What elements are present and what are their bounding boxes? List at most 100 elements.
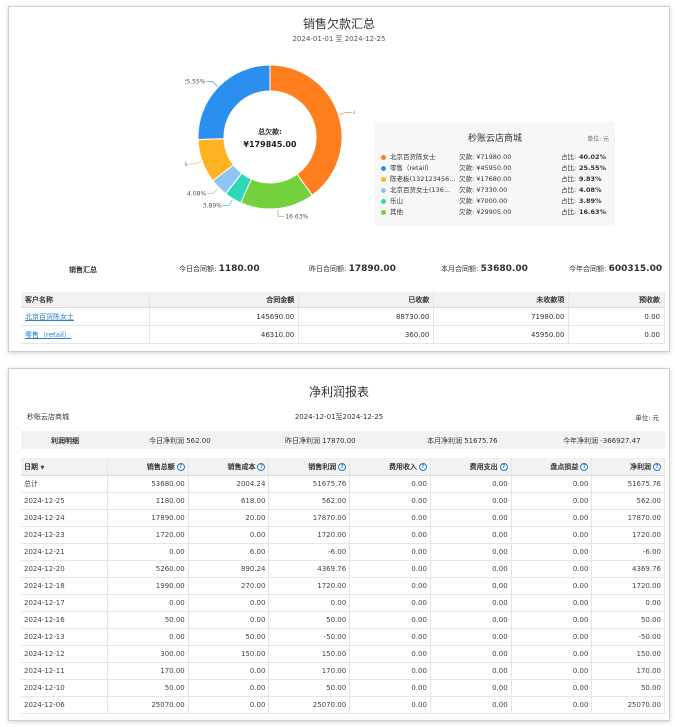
- slice-label-line: [339, 111, 353, 115]
- cell-expense-income: 0.00: [349, 679, 431, 697]
- cell-sales-total: 50.00: [107, 679, 189, 697]
- donut-center-value: ¥179845.00: [243, 140, 297, 149]
- summary-year: 今年合同额: 600315.00: [569, 264, 663, 274]
- sort-down-icon[interactable]: ▼: [40, 464, 45, 471]
- cell-expense-out: 0.00: [430, 560, 512, 578]
- sales-summary-row: 销售汇总 今日合同额: 1180.00 昨日合同额: 17890.00 本月合同…: [9, 262, 669, 278]
- cell-sales-total: 5260.00: [107, 560, 189, 578]
- cell-sales-profit: -6.00: [268, 543, 351, 561]
- table-header-row: 日期 ▼ 销售总额? 销售成本? 销售利润? 费用收入? 费用支出? 盘点损益?…: [21, 458, 665, 476]
- legend-name: 乐山: [390, 197, 403, 205]
- summary-today: 今日净利润 562.00: [149, 437, 211, 445]
- legend-amount: 欠款: ¥29905.00: [459, 208, 512, 216]
- cell-expense-income: 0.00: [349, 492, 431, 510]
- legend-item[interactable]: 其他 欠款: ¥29905.00 占比: 16.63%: [381, 207, 609, 217]
- cell-sales-total: 25070.00: [107, 696, 189, 714]
- cell-expense-income: 0.00: [349, 475, 431, 493]
- cell-inventory-pl: 0.00: [511, 492, 593, 510]
- legend-dot-icon: [381, 165, 386, 171]
- legend-pct: 16.63%: [579, 208, 607, 216]
- legend-amount: 欠款: ¥45950.00: [459, 164, 512, 172]
- table-row: 2024-12-13 0.00 50.00 -50.00 0.00 0.00 0.00 -50…: [21, 628, 665, 646]
- cell-expense-out: 0.00: [430, 475, 512, 493]
- debt-donut-chart: 40.02% 16.63% 3.89% 4.08% 9.83% 25.55% 总欠款: ¥17…: [185, 64, 355, 221]
- profit-summary-strip: 利润明细 今日净利润 562.00 昨日净利润 17870.00 本月净利润 5…: [21, 431, 665, 449]
- cell-expense-income: 0.00: [349, 662, 431, 680]
- cell-sales-total: 1720.00: [107, 526, 189, 544]
- cell-unreceived: 45950.00: [433, 325, 570, 344]
- legend-pct: 9.83%: [579, 175, 602, 183]
- cell-sales-cost: 0.00: [188, 696, 270, 714]
- help-icon[interactable]: ?: [338, 462, 347, 471]
- table-row: 2024-12-25 1180.00 618.00 562.00 0.00 0.00 0.0…: [21, 492, 665, 510]
- legend-item[interactable]: 北京百货女士(136... 欠款: ¥7330.00 占比: 4.08%: [381, 185, 609, 195]
- cell-sales-cost: 270.00: [188, 577, 270, 595]
- store-name: 秒账云店商城: [27, 413, 69, 421]
- cell-prepaid: 0.00: [568, 307, 665, 326]
- cell-date: 2024-12-10: [21, 679, 108, 697]
- cell-inventory-pl: 0.00: [511, 645, 593, 663]
- cell-net-profit: 50.00: [591, 679, 665, 697]
- cell-net-profit: 17870.00: [591, 509, 665, 527]
- legend-item[interactable]: 陈老板(132123456... 欠款: ¥17680.00 占比: 9.83%: [381, 174, 609, 184]
- help-icon[interactable]: ?: [418, 462, 427, 471]
- date-range: 2024-12-01至2024-12-25: [294, 413, 384, 421]
- cell-sales-total: 0.00: [107, 628, 189, 646]
- help-icon[interactable]: ?: [176, 462, 185, 471]
- cell-expense-income: 0.00: [349, 611, 431, 629]
- cell-sales-total: 1990.00: [107, 577, 189, 595]
- cell-date: 总计: [21, 475, 108, 493]
- cell-expense-out: 0.00: [430, 611, 512, 629]
- legend-amount: 欠款: ¥71980.00: [459, 153, 512, 161]
- slice-label-line: [206, 81, 218, 87]
- cell-expense-out: 0.00: [430, 526, 512, 544]
- legend-item[interactable]: 零售（retail） 欠款: ¥45950.00 占比: 25.55%: [381, 163, 609, 173]
- legend-name: 北京百货陈女士: [390, 153, 436, 161]
- legend-amount: 欠款: ¥17680.00: [459, 175, 512, 183]
- cell-net-profit: 1720.00: [591, 577, 665, 595]
- donut-slice[interactable]: [269, 64, 343, 197]
- slice-label-line: [207, 188, 219, 194]
- cell-unreceived: 71980.00: [433, 307, 570, 326]
- help-icon[interactable]: ?: [257, 462, 266, 471]
- cell-sales-cost: 0.00: [188, 611, 270, 629]
- cell-sales-total: 0.00: [107, 594, 189, 612]
- col-date[interactable]: 日期 ▼: [21, 458, 108, 476]
- cell-net-profit: 25070.00: [591, 696, 665, 714]
- cell-sales-total: 300.00: [107, 645, 189, 663]
- cell-expense-out: 0.00: [430, 577, 512, 595]
- donut-slice[interactable]: [197, 64, 271, 141]
- help-icon[interactable]: ?: [499, 462, 508, 471]
- legend-item[interactable]: 乐山 欠款: ¥7000.00 占比: 3.89%: [381, 196, 609, 206]
- customer-link[interactable]: 北京百货陈女士: [25, 312, 74, 321]
- cell-net-profit: 1720.00: [591, 526, 665, 544]
- cell-sales-cost: 2004.24: [188, 475, 270, 493]
- cell-inventory-pl: 0.00: [511, 594, 593, 612]
- table-row: 北京百货陈女士 145690.00 88730.00 71980.00 0.00: [21, 307, 665, 326]
- slice-label-line: [188, 161, 202, 165]
- cell-date: 2024-12-17: [21, 594, 108, 612]
- cell-date: 2024-12-06: [21, 696, 108, 714]
- col-sales-cost: 销售成本?: [188, 458, 270, 476]
- summary-year: 今年净利润 -366927.47: [563, 437, 641, 445]
- cell-expense-income: 0.00: [349, 577, 431, 595]
- cell-expense-out: 0.00: [430, 492, 512, 510]
- cell-expense-income: 0.00: [349, 645, 431, 663]
- legend-name: 陈老板(132123456...: [390, 175, 456, 183]
- col-sales-total: 销售总额?: [107, 458, 189, 476]
- cell-sales-total: 1180.00: [107, 492, 189, 510]
- slice-label-line: [222, 199, 233, 206]
- legend-item[interactable]: 北京百货陈女士 欠款: ¥71980.00 占比: 40.02%: [381, 152, 609, 162]
- cell-inventory-pl: 0.00: [511, 679, 593, 697]
- cell-contract: 46310.00: [149, 325, 300, 344]
- col-prepaid: 预收款: [568, 292, 665, 308]
- legend-dot-icon: [381, 198, 386, 204]
- legend-dot-icon: [381, 176, 386, 182]
- customer-link[interactable]: 零售（retail）: [25, 330, 71, 339]
- col-inventory-pl: 盘点损益?: [511, 458, 593, 476]
- help-icon[interactable]: ?: [580, 462, 589, 471]
- summary-yesterday: 昨日净利润 17870.00: [285, 437, 356, 445]
- help-icon[interactable]: ?: [653, 462, 661, 471]
- cell-inventory-pl: 0.00: [511, 543, 593, 561]
- cell-sales-profit: 17870.00: [268, 509, 351, 527]
